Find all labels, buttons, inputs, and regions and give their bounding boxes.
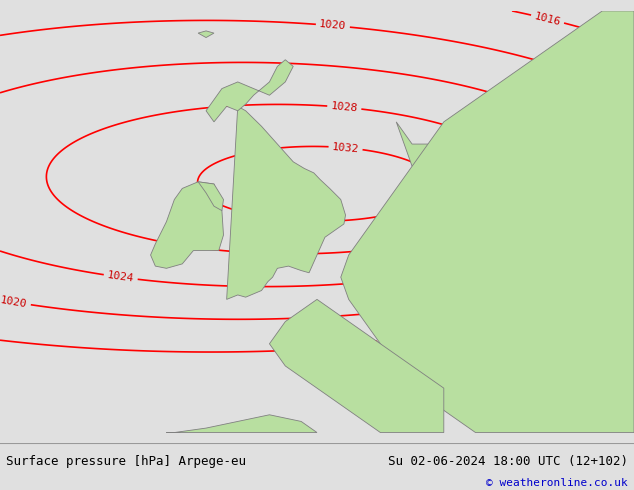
Polygon shape [226,106,346,299]
Polygon shape [396,11,634,166]
Polygon shape [269,299,444,433]
Text: Surface pressure [hPa] Arpege-eu: Surface pressure [hPa] Arpege-eu [6,455,247,467]
Polygon shape [341,11,634,433]
Text: 1020: 1020 [0,295,28,309]
Text: 1024: 1024 [107,270,135,284]
Polygon shape [206,60,293,122]
Polygon shape [198,182,223,211]
Polygon shape [150,182,223,269]
Polygon shape [166,415,317,433]
Polygon shape [198,31,214,38]
Text: 1020: 1020 [319,20,347,32]
Text: 1016: 1016 [366,338,394,351]
Text: 1028: 1028 [330,101,358,114]
Text: 1016: 1016 [533,11,562,27]
Text: 1032: 1032 [332,142,359,154]
Text: © weatheronline.co.uk: © weatheronline.co.uk [486,478,628,488]
Text: Su 02-06-2024 18:00 UTC (12+102): Su 02-06-2024 18:00 UTC (12+102) [387,455,628,467]
